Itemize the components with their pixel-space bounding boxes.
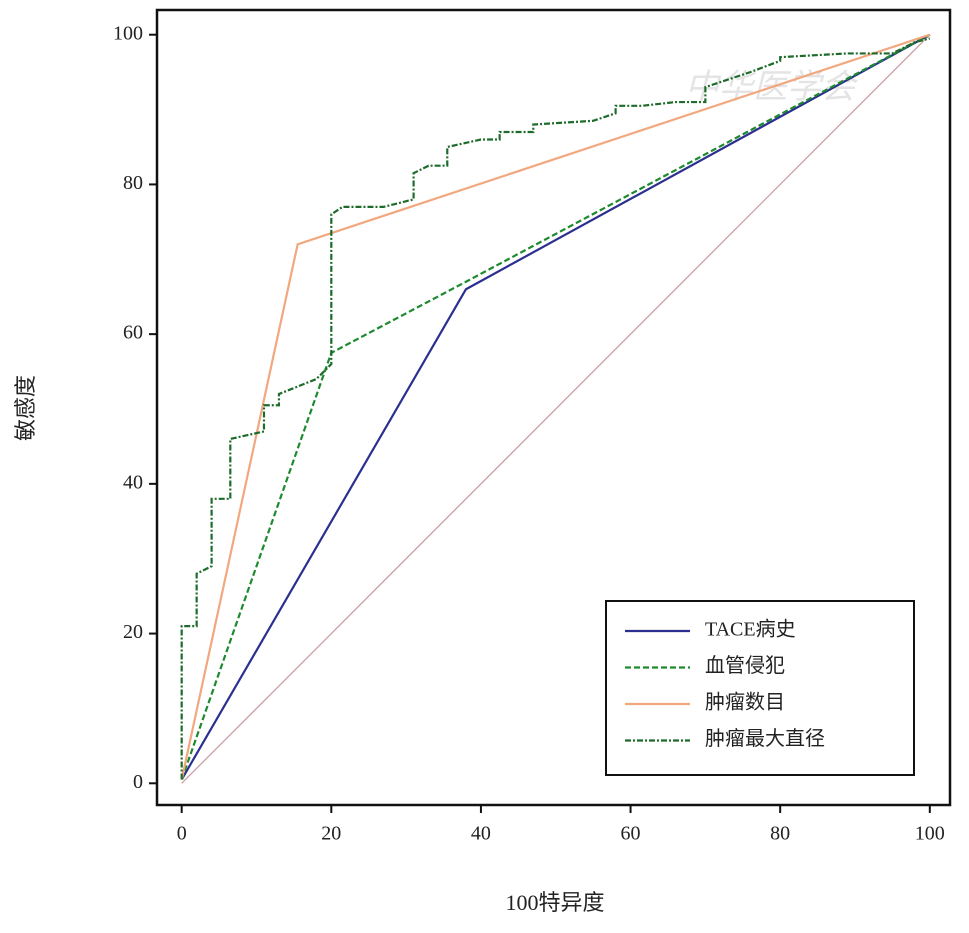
x-tick-label: 60: [621, 823, 641, 845]
y-tick-label: 80: [123, 172, 143, 194]
x-tick-label: 100: [915, 823, 945, 845]
y-tick-label: 20: [123, 621, 143, 643]
series-line: [180, 33, 931, 780]
series-line: [180, 37, 931, 780]
legend-label: 血管侵犯: [705, 654, 785, 677]
series-line: [181, 34, 931, 784]
y-tick-label: 0: [133, 771, 143, 793]
legend-label: 肿瘤最大直径: [705, 727, 825, 750]
y-tick-label: 60: [123, 322, 143, 344]
legend-label: 肿瘤数目: [705, 691, 785, 714]
y-tick-label: 100: [113, 22, 143, 44]
y-tick-label: 40: [123, 471, 143, 493]
series-line: [180, 33, 931, 780]
plot-frame: [155, 8, 952, 807]
x-axis-label: 100特异度: [505, 890, 604, 915]
y-axis-label: 敏感度: [13, 375, 38, 441]
series-line: [180, 33, 931, 781]
x-tick-label: 20: [321, 823, 341, 845]
x-tick-label: 40: [471, 823, 491, 845]
legend-label: TACE病史: [705, 618, 796, 641]
x-tick-label: 0: [177, 823, 187, 845]
x-tick-label: 80: [770, 823, 790, 845]
